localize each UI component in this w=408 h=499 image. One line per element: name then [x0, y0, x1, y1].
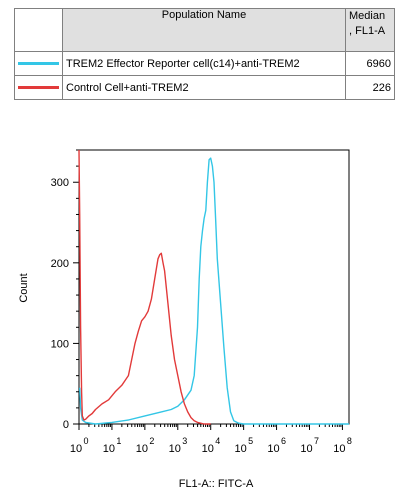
x-tick-exponent: 3: [182, 436, 187, 446]
x-tick-exponent: 5: [248, 436, 253, 446]
series-group: [78, 149, 349, 425]
x-tick-exponent: 4: [215, 436, 220, 446]
x-tick-exponent: 2: [149, 436, 154, 446]
series-line: [79, 157, 349, 425]
x-tick-exponent: 1: [116, 436, 121, 446]
x-tick-label: 10: [300, 443, 312, 455]
x-tick-exponent: 8: [347, 436, 352, 446]
x-tick-label: 10: [333, 443, 345, 455]
plot-frame: [78, 149, 350, 425]
series-line: [78, 149, 211, 425]
legend-swatch-cyan: [18, 62, 59, 65]
x-tick-exponent: 7: [314, 436, 319, 446]
x-tick-label: 10: [136, 443, 148, 455]
x-axis-label: FL1-A:: FITC-A: [179, 478, 254, 490]
legend-table: Population Name Median , FL1-A TREM2 Eff…: [14, 8, 395, 100]
legend-header-blank: [14, 8, 63, 52]
y-tick-label: 0: [63, 419, 69, 431]
y-tick-label: 300: [51, 177, 69, 189]
x-tick-exponent: 0: [83, 436, 88, 446]
legend-median-value: 226: [345, 75, 395, 100]
x-tick-label: 10: [202, 443, 214, 455]
x-tick-exponent: 6: [281, 436, 286, 446]
legend-swatch-red: [18, 86, 59, 89]
legend-header-median-text: Median , FL1-A: [349, 10, 386, 37]
x-tick-label: 10: [267, 443, 279, 455]
legend-swatch-cell: [14, 51, 63, 76]
y-axis-label: Count: [18, 273, 30, 302]
y-tick-label: 100: [51, 338, 69, 350]
legend-population-name: TREM2 Effector Reporter cell(c14)+anti-T…: [62, 51, 346, 76]
x-tick-label: 10: [70, 443, 82, 455]
legend-population-name: Control Cell+anti-TREM2: [62, 75, 346, 100]
x-tick-label: 10: [103, 443, 115, 455]
x-tick-label: 10: [235, 443, 247, 455]
legend-row: Control Cell+anti-TREM2 226: [14, 75, 395, 100]
legend-swatch-cell: [14, 75, 63, 100]
legend-header-median: Median , FL1-A: [345, 8, 395, 52]
y-tick-label: 200: [51, 258, 69, 270]
x-tick-label: 10: [169, 443, 181, 455]
